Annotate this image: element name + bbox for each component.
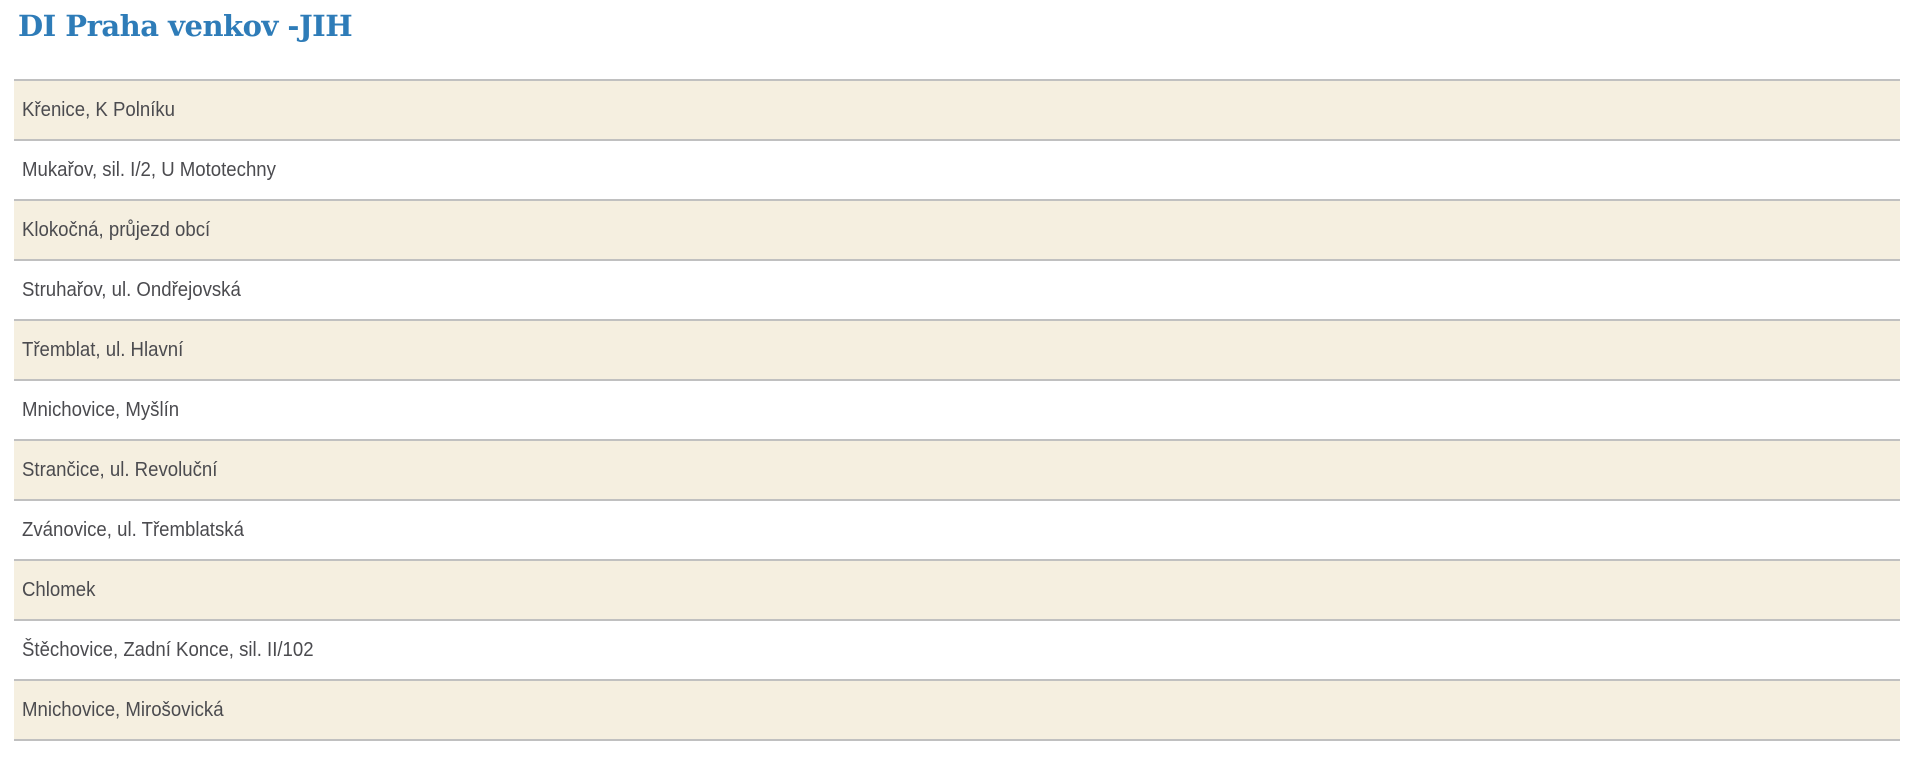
list-item-label: Mukařov, sil. I/2, U Mototechny bbox=[22, 158, 276, 181]
list-item[interactable]: Strančice, ul. Revoluční bbox=[14, 439, 1900, 499]
list-item[interactable]: Struhařov, ul. Ondřejovská bbox=[14, 259, 1900, 319]
list-item[interactable]: Zvánovice, ul. Třemblatská bbox=[14, 499, 1900, 559]
list-item[interactable]: Křenice, K Polníku bbox=[14, 79, 1900, 139]
list-item-label: Strančice, ul. Revoluční bbox=[22, 458, 218, 481]
list-item-label: Chlomek bbox=[22, 578, 96, 601]
list-item[interactable]: Štěchovice, Zadní Konce, sil. II/102 bbox=[14, 619, 1900, 679]
list-item[interactable]: Chlomek bbox=[14, 559, 1900, 619]
locations-list: Křenice, K Polníku Mukařov, sil. I/2, U … bbox=[14, 79, 1900, 741]
page: DI Praha venkov -JIH Křenice, K Polníku … bbox=[14, 9, 1900, 741]
list-item[interactable]: Mukařov, sil. I/2, U Mototechny bbox=[14, 139, 1900, 199]
list-item-label: Zvánovice, ul. Třemblatská bbox=[22, 518, 244, 541]
list-item[interactable]: Mnichovice, Mirošovická bbox=[14, 679, 1900, 739]
list-item-label: Klokočná, průjezd obcí bbox=[22, 218, 211, 241]
list-item[interactable]: Mnichovice, Myšlín bbox=[14, 379, 1900, 439]
list-item-label: Struhařov, ul. Ondřejovská bbox=[22, 278, 241, 301]
list-item-label: Třemblat, ul. Hlavní bbox=[22, 338, 184, 361]
list-item[interactable]: Klokočná, průjezd obcí bbox=[14, 199, 1900, 259]
list-item-label: Mnichovice, Myšlín bbox=[22, 398, 180, 421]
page-title: DI Praha venkov -JIH bbox=[18, 9, 353, 43]
list-item-label: Štěchovice, Zadní Konce, sil. II/102 bbox=[22, 638, 314, 661]
list-item-label: Křenice, K Polníku bbox=[22, 98, 176, 121]
list-item-label: Mnichovice, Mirošovická bbox=[22, 698, 224, 721]
list-item[interactable]: Třemblat, ul. Hlavní bbox=[14, 319, 1900, 379]
